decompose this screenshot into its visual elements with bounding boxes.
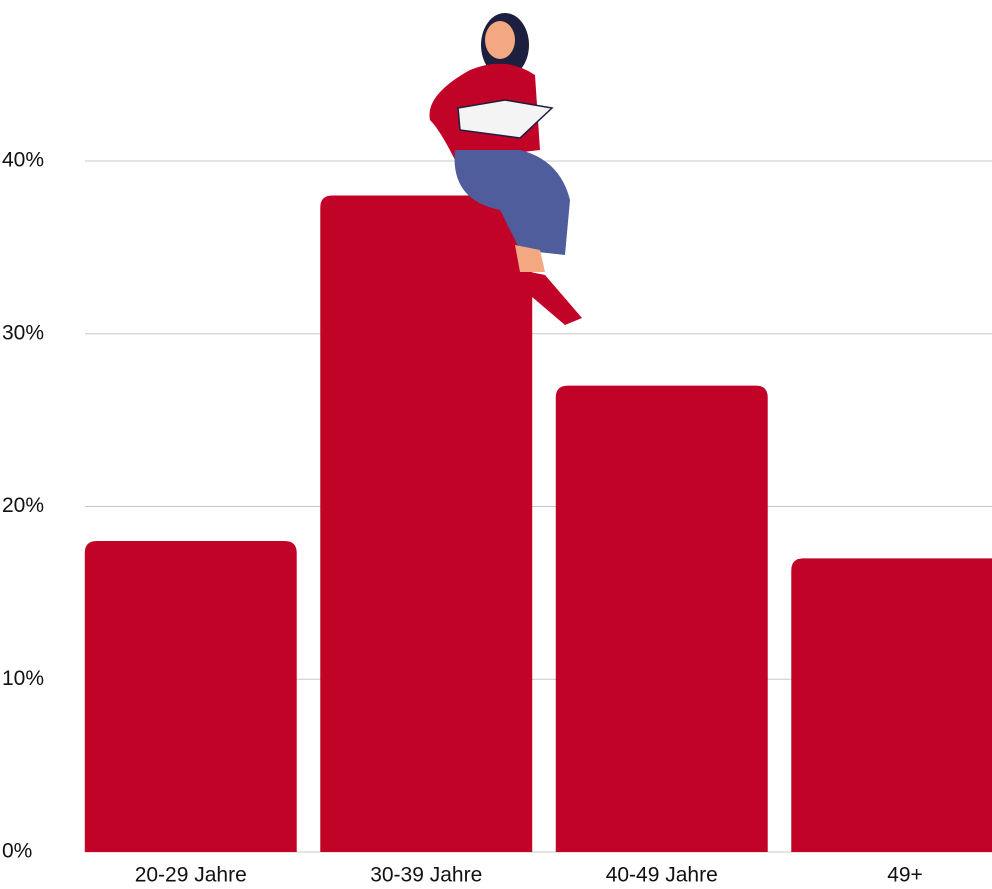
y-tick-label: 0%: [2, 840, 32, 863]
bar: [320, 195, 533, 853]
x-tick-label: 20-29 Jahre: [135, 864, 247, 887]
bar: [555, 385, 768, 852]
y-tick-label: 20%: [2, 494, 44, 517]
x-tick-label: 40-49 Jahre: [606, 864, 718, 887]
labels: 0% 10% 20% 30% 40% 20-29 Jahre 30-39 Jahre 40-4…: [2, 149, 923, 887]
y-tick-label: 30%: [2, 321, 44, 344]
bar: [84, 541, 297, 852]
x-tick-label: 49+: [887, 864, 923, 887]
y-tick-label: 10%: [2, 667, 44, 690]
x-tick-label: 30-39 Jahre: [370, 864, 482, 887]
bar: [791, 558, 992, 852]
reading-woman-illustration: [429, 13, 582, 325]
bars: [84, 195, 992, 853]
y-tick-label: 40%: [2, 149, 44, 172]
